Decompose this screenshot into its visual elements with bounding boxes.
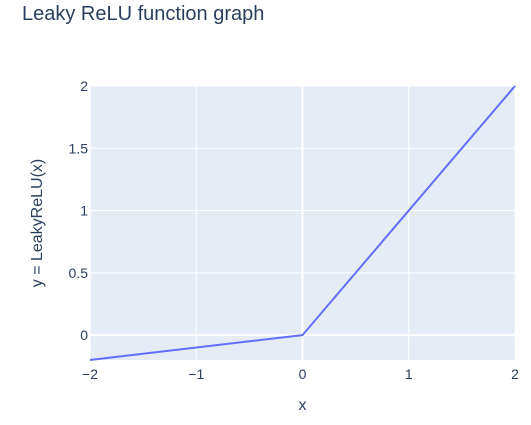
x-axis-ticks: −2 −1 0 1 2 xyxy=(82,366,519,382)
y-axis-title: y = LeakyReLU(x) xyxy=(29,159,46,288)
x-axis-title: x xyxy=(299,397,307,414)
y-tick-label: 1 xyxy=(80,203,88,219)
chart-title: Leaky ReLU function graph xyxy=(22,3,265,25)
series-group xyxy=(89,85,516,361)
x-tick-label: 2 xyxy=(511,366,519,382)
x-tick-label: 1 xyxy=(405,366,413,382)
y-tick-label: 1.5 xyxy=(69,140,89,156)
x-tick-label: −2 xyxy=(82,366,98,382)
y-axis-ticks: 0 0.5 1 1.5 2 xyxy=(69,78,89,343)
y-tick-label: 0 xyxy=(80,327,88,343)
y-tick-label: 0.5 xyxy=(69,265,89,281)
y-tick-label: 2 xyxy=(80,78,88,94)
series-line xyxy=(89,85,516,361)
x-tick-label: −1 xyxy=(188,366,204,382)
x-tick-label: 0 xyxy=(299,366,307,382)
